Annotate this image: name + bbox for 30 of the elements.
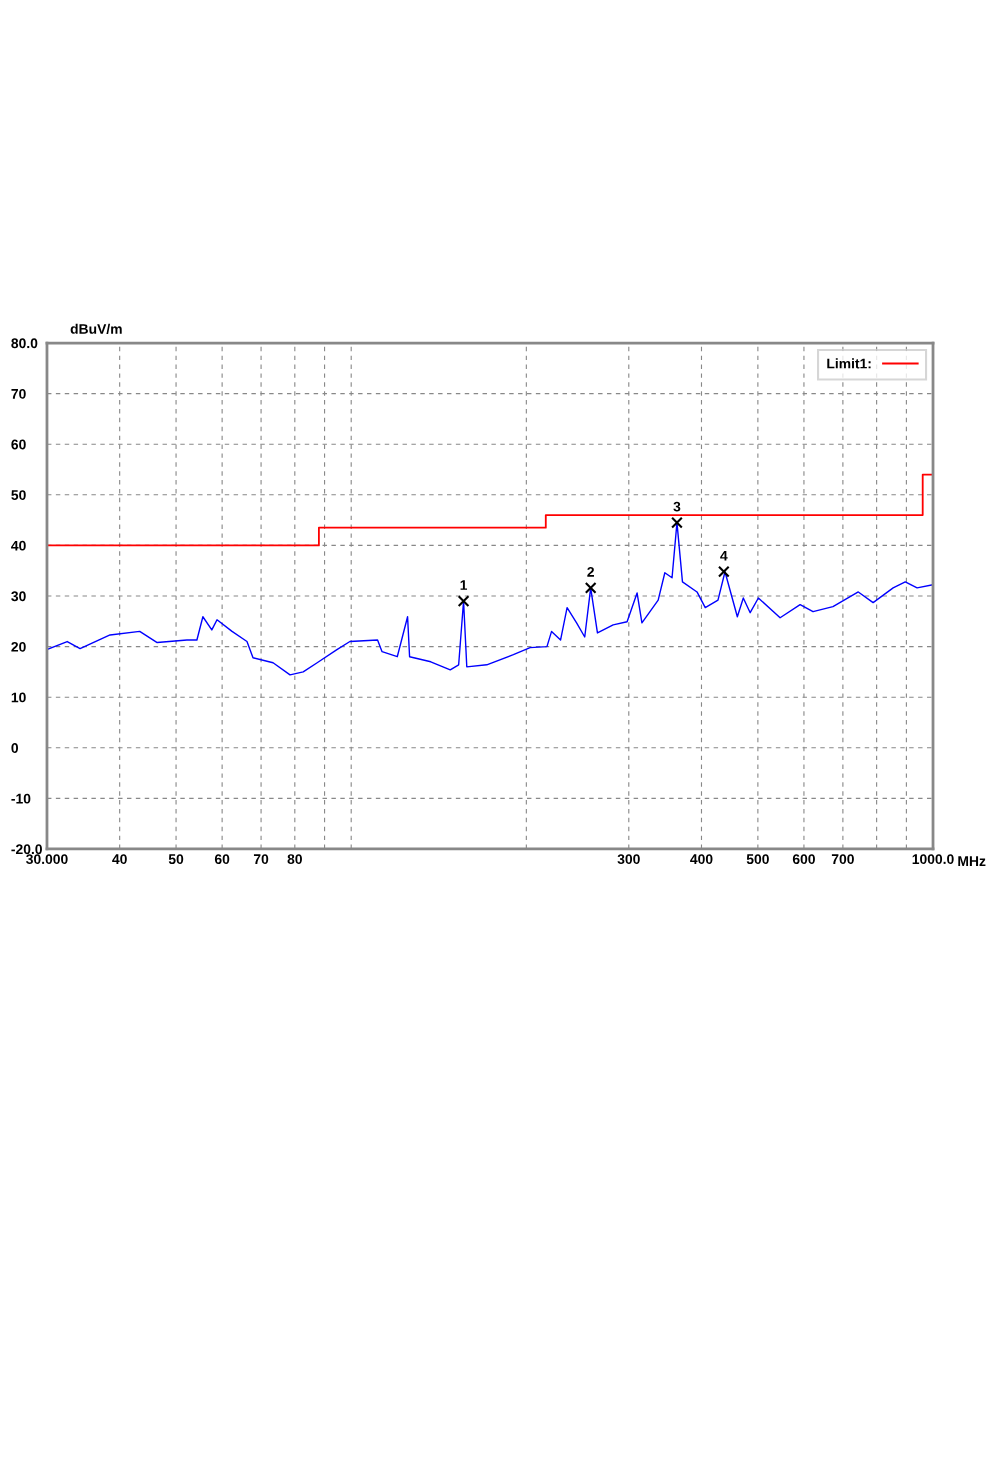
y-tick-label: 70	[11, 388, 26, 399]
y-tick-label: 80.0	[11, 338, 38, 349]
x-tick-label: 40	[112, 854, 127, 865]
y-tick-label: -20.0	[11, 844, 42, 855]
x-tick-label: 80	[287, 854, 302, 865]
x-tick-label: 300	[617, 854, 640, 865]
x-tick-label: 50	[168, 854, 184, 865]
y-tick-label: 50	[11, 490, 26, 500]
x-tick-label: 500	[746, 854, 769, 865]
y-tick-label: 10	[11, 692, 26, 703]
annotation: 4	[720, 550, 728, 561]
annotation: 3	[673, 501, 681, 512]
y-tick-label: 60	[11, 439, 26, 450]
x-axis-title: MHz	[958, 856, 986, 866]
x-tick-label: 30.000	[26, 854, 68, 865]
y-tick-label: 40	[11, 540, 26, 551]
y-tick-label: -10	[11, 793, 31, 804]
y-tick-label: 20	[11, 641, 26, 652]
y-axis-title: dBuV/m	[70, 323, 122, 334]
annotation: 1	[460, 580, 468, 590]
y-tick-label: 0	[11, 743, 19, 753]
x-tick-label: 70	[253, 854, 269, 865]
y-tick-label: 30	[11, 591, 26, 602]
x-tick-label: 400	[690, 854, 713, 865]
x-tick-label: 1000.0	[912, 854, 954, 865]
x-tick-label: 700	[831, 854, 854, 865]
x-tick-label: 600	[792, 854, 815, 865]
annotation: 2	[587, 566, 594, 577]
x-tick-label: 60	[214, 854, 230, 865]
legend-label: Limit1:	[827, 358, 871, 369]
